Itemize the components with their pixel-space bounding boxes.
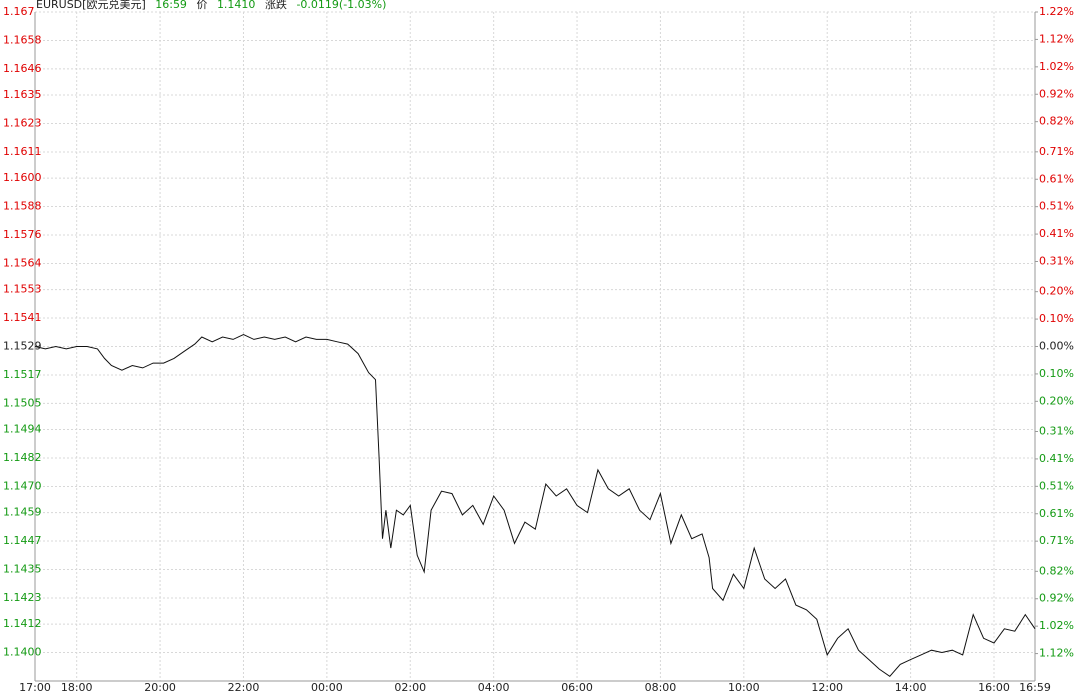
change-label: 涨跌 [265,0,287,11]
symbol: EURUSD[欧元兑美元] [36,0,146,11]
y2-tick-label: 0.41% [1039,452,1074,465]
y2-tick-label: 0.51% [1039,479,1074,492]
x-tick-label: 10:00 [728,681,760,694]
x-tick-label: 16:59 [1019,681,1051,694]
y2-tick-label: 1.22% [1039,5,1074,18]
y-tick-label: 1.1588 [3,200,42,213]
change: -0.0119(-1.03%) [296,0,386,11]
x-tick-label: 06:00 [561,681,593,694]
x-tick-label: 20:00 [144,681,176,694]
y-tick-label: 1.1658 [3,33,42,46]
y-tick-label: 1.1435 [3,563,42,576]
y2-tick-label: 0.61% [1039,507,1074,520]
y-tick-label: 1.1635 [3,88,42,101]
y2-tick-label: 0.82% [1039,115,1074,128]
y-tick-label: 1.1423 [3,591,42,604]
y2-tick-label: 0.71% [1039,145,1074,158]
y-tick-label: 1.1529 [3,340,42,353]
x-tick-label: 00:00 [311,681,343,694]
x-tick-label: 18:00 [61,681,93,694]
y2-tick-label: 0.31% [1039,255,1074,268]
y2-tick-label: 1.02% [1039,60,1074,73]
y-tick-label: 1.1447 [3,534,42,547]
y2-tick-label: 0.51% [1039,200,1074,213]
price-label: 价 [196,0,207,11]
y-tick-label: 1.1459 [3,506,42,519]
y2-tick-label: 0.00% [1039,340,1074,353]
y-tick-label: 1.1623 [3,117,42,130]
y2-tick-label: 1.12% [1039,32,1074,45]
y-tick-label: 1.1541 [3,311,42,324]
y2-tick-label: 1.02% [1039,619,1074,632]
y-tick-label: 1.1412 [3,617,42,630]
y-tick-label: 1.1564 [3,256,42,269]
x-tick-label: 04:00 [478,681,510,694]
y2-tick-label: 0.10% [1039,367,1074,380]
y2-tick-label: 0.71% [1039,534,1074,547]
y2-tick-label: 0.92% [1039,592,1074,605]
y-tick-label: 1.1600 [3,171,42,184]
y-tick-label: 1.1576 [3,228,42,241]
y2-tick-label: 0.31% [1039,424,1074,437]
y-tick-label: 1.1611 [3,145,42,158]
x-tick-label: 12:00 [811,681,843,694]
y2-tick-label: 0.20% [1039,285,1074,298]
price: 1.1410 [217,0,256,11]
y2-tick-label: 0.41% [1039,227,1074,240]
x-tick-label: 08:00 [645,681,677,694]
y2-tick-label: 0.82% [1039,564,1074,577]
y-tick-label: 1.1646 [3,62,42,75]
header: EURUSD[欧元兑美元] 16:59 价 1.1410 涨跌 -0.0119(… [36,0,386,11]
x-tick-label: 16:00 [978,681,1010,694]
y-tick-label: 1.1505 [3,396,42,409]
y-tick-label: 1.167 [3,5,35,18]
x-tick-label: 22:00 [228,681,260,694]
y-tick-label: 1.1553 [3,283,42,296]
y2-tick-label: 0.20% [1039,394,1074,407]
y-tick-label: 1.1517 [3,368,42,381]
y2-tick-label: 0.61% [1039,172,1074,185]
y-tick-label: 1.1400 [3,646,42,659]
price-line [34,334,1036,677]
x-tick-label: 02:00 [394,681,426,694]
y2-tick-label: 1.12% [1039,647,1074,660]
y-tick-label: 1.1482 [3,451,42,464]
y-tick-label: 1.1494 [3,423,42,436]
time: 16:59 [155,0,187,11]
y2-tick-label: 0.92% [1039,87,1074,100]
y2-tick-label: 0.10% [1039,312,1074,325]
y-tick-label: 1.1470 [3,479,42,492]
x-tick-label: 14:00 [895,681,927,694]
x-tick-label: 17:00 [19,681,51,694]
